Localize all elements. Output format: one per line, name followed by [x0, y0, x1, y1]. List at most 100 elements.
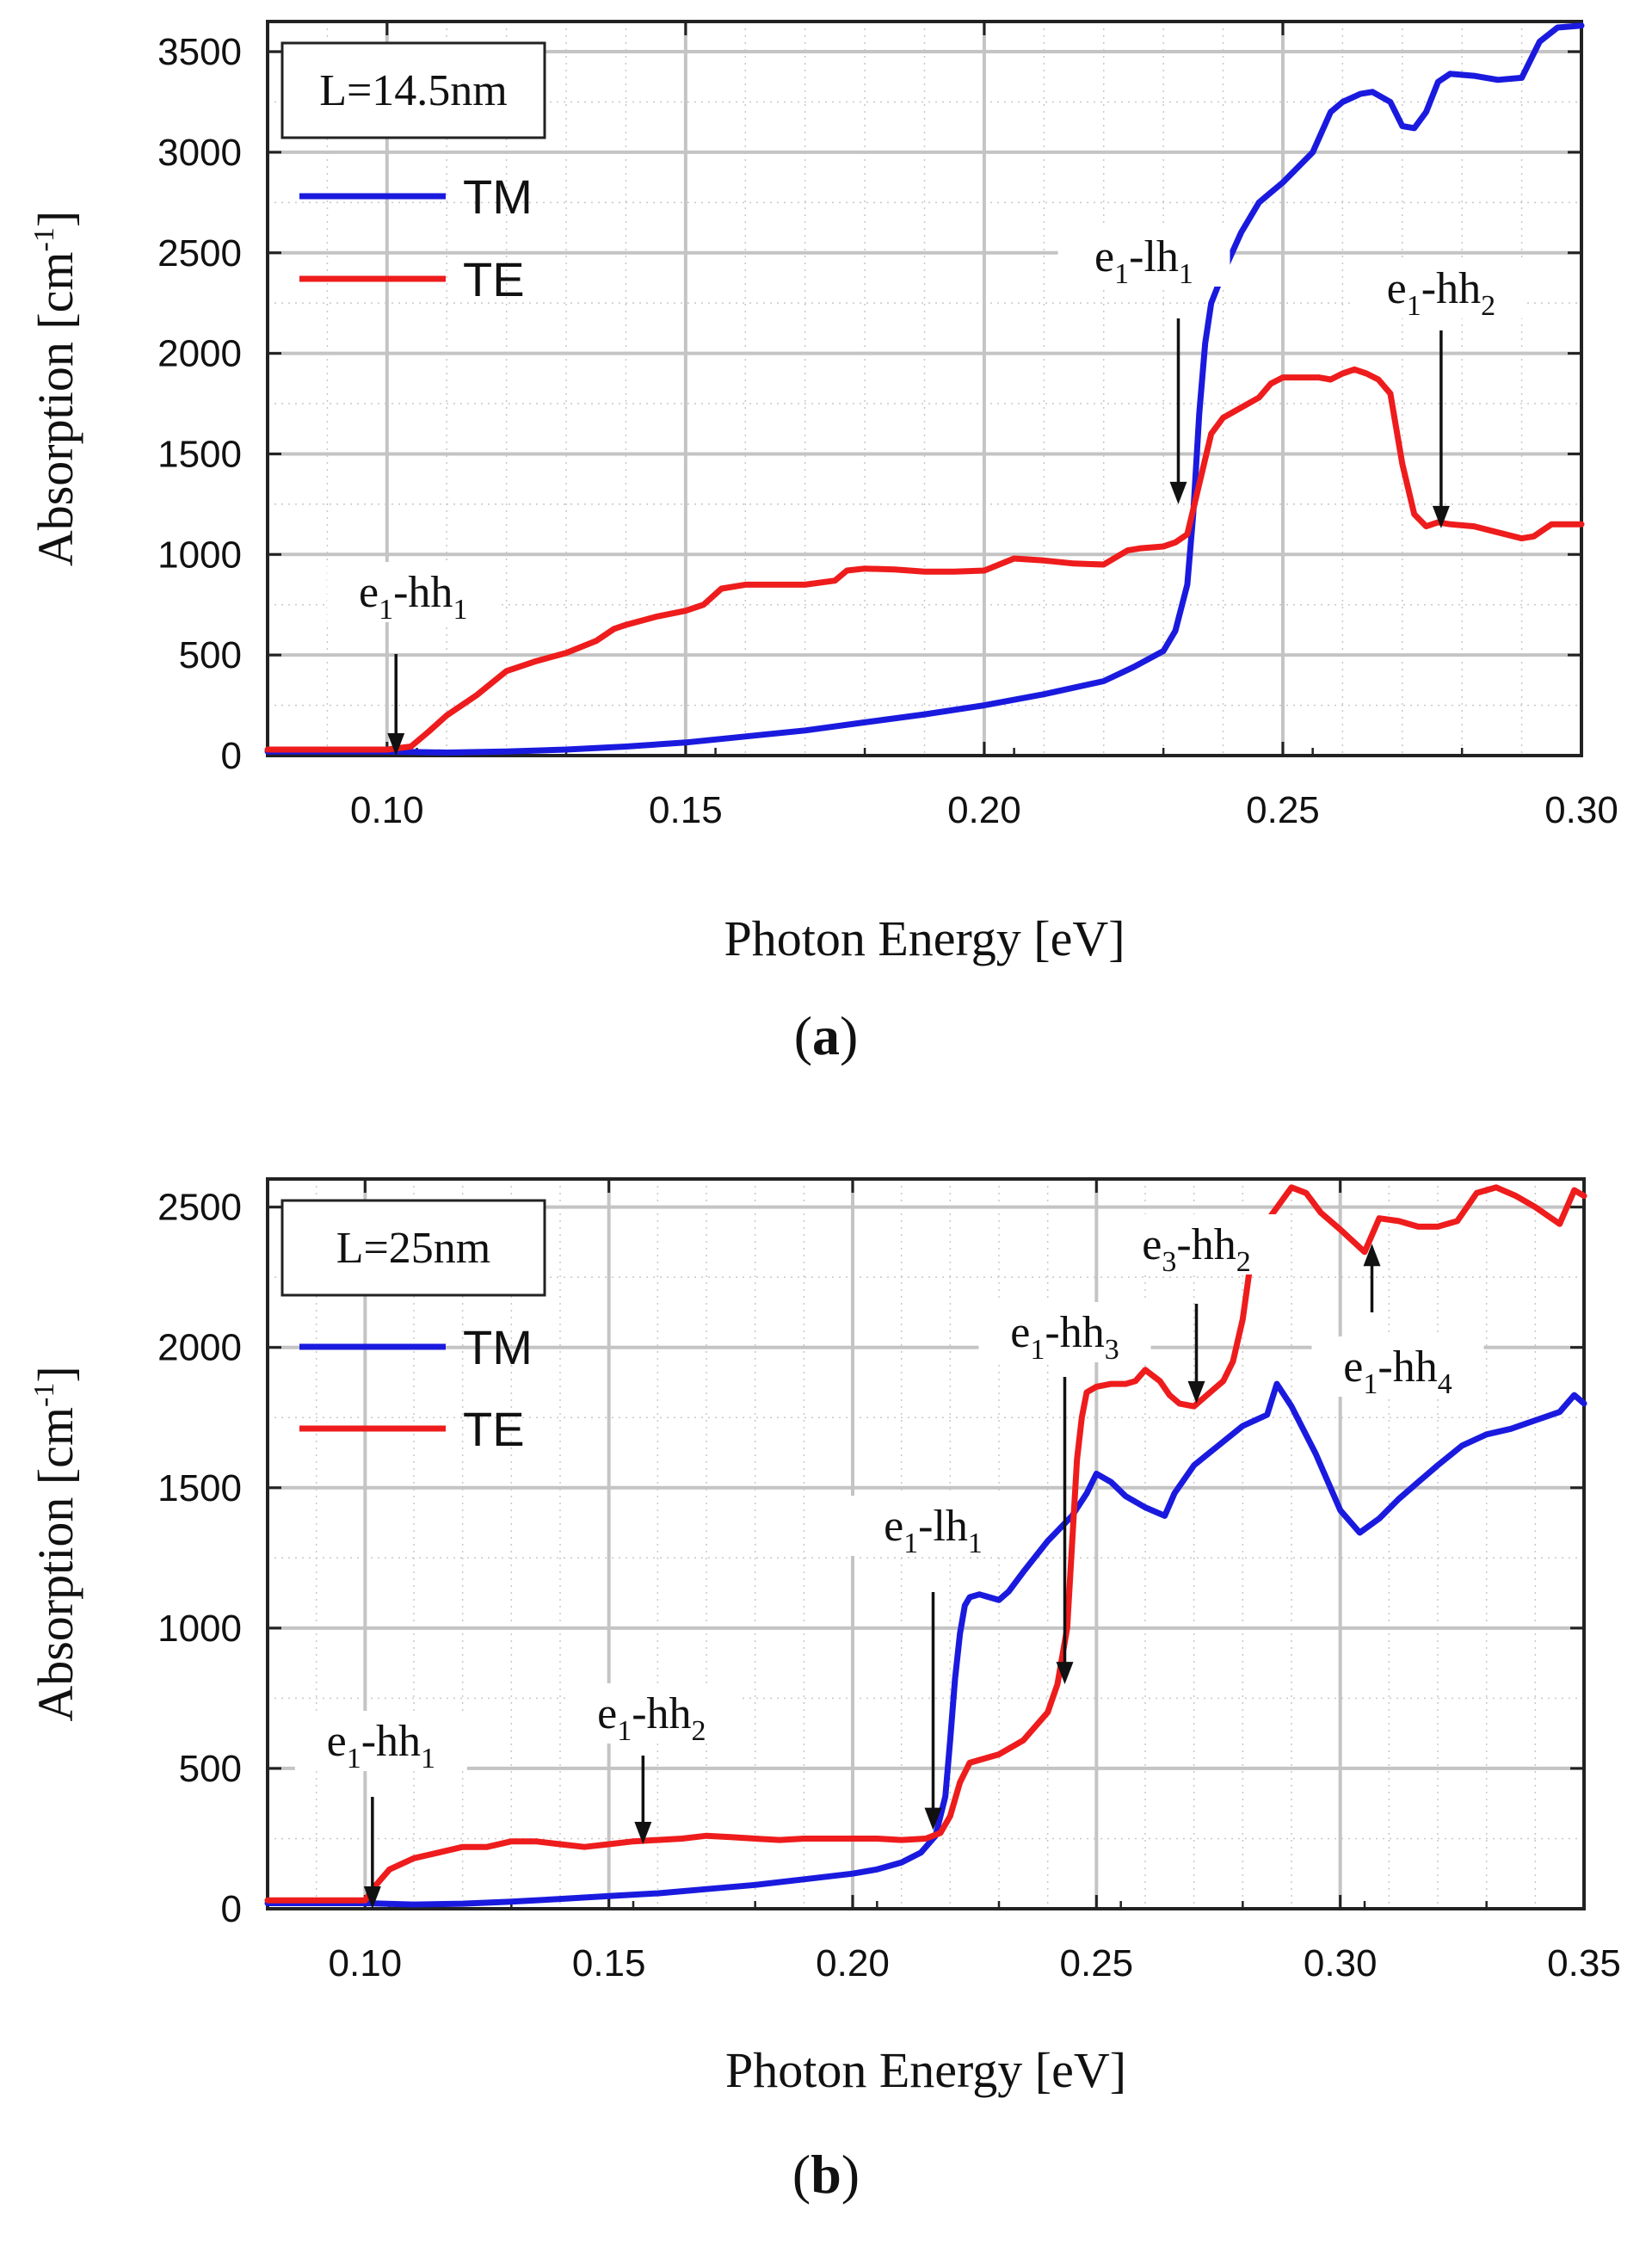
y-axis-label-close: ]	[28, 1366, 83, 1382]
annotation-sub2: 4	[1438, 1368, 1452, 1400]
annotation-letter: e	[1387, 264, 1407, 313]
y-axis-label-main: Absorption [cm	[28, 1407, 83, 1722]
annotation-label: e1-hh2	[597, 1689, 706, 1747]
legend-label-te: TE	[463, 252, 525, 306]
series-line-tm	[264, 22, 1585, 756]
transition-annotation: e1-lh1	[1057, 226, 1230, 504]
arrow-down-icon	[1056, 1662, 1074, 1685]
x-tick-label: 0.10	[329, 1942, 403, 1984]
x-tick-label: 0.15	[572, 1942, 646, 1984]
annotation-label-bg	[565, 1683, 738, 1744]
legend-label-tm: TM	[463, 170, 533, 224]
annotation-mid: -hh	[1045, 1308, 1104, 1357]
annotation-mid: -hh	[1176, 1220, 1236, 1269]
series-line-te	[264, 366, 1585, 753]
y-tick-label: 3000	[157, 132, 242, 174]
annotation-label: e1-lh1	[1094, 232, 1193, 290]
annotation-mid: -hh	[1421, 264, 1481, 313]
y-tick-label: 0	[221, 1888, 242, 1930]
arrow-down-icon	[1169, 481, 1187, 504]
legend: TM TE	[299, 170, 533, 306]
panel-label-letter: b	[811, 2144, 841, 2205]
annotation-sub1: 1	[347, 1743, 361, 1774]
y-tick-label: 2000	[157, 333, 242, 375]
arrow-down-icon	[1187, 1380, 1205, 1404]
y-axis-label: Absorption [cm-1]	[28, 211, 83, 566]
transition-annotation: e1-lh1	[847, 1496, 1020, 1830]
annotation-mid: -hh	[1378, 1342, 1437, 1392]
annotation-label-bg	[847, 1496, 1020, 1556]
annotation-sub1: 3	[1162, 1246, 1176, 1278]
arrow-down-icon	[924, 1807, 942, 1830]
x-tick-label: 0.20	[816, 1942, 890, 1984]
y-tick-label: 2000	[157, 1327, 242, 1369]
y-tick-label: 1000	[157, 534, 242, 576]
annotation-label: e1-lh1	[884, 1502, 983, 1559]
y-tick-label: 2500	[157, 1187, 242, 1229]
annotation-letter: e	[1094, 232, 1114, 281]
y-axis-label: Absorption [cm-1]	[28, 1366, 83, 1721]
annotation-letter: e	[327, 1717, 347, 1766]
annotation-sub2: 2	[692, 1715, 706, 1747]
chart-panel-a: 0.10 0.15 0.20 0.25 0.30 0 500 1000 1500 2000 2500…	[28, 20, 1618, 1066]
y-tick-label: 2500	[157, 232, 242, 275]
annotation-sub1: 1	[1407, 290, 1421, 322]
plot-frame	[266, 1177, 1586, 1910]
annotation-mid: -hh	[361, 1717, 421, 1766]
annotation-mid: -lh	[918, 1502, 968, 1551]
y-tick-label: 3500	[157, 31, 242, 73]
transition-annotation: e1-hh4	[1311, 1244, 1484, 1400]
annotation-letter: e	[1010, 1308, 1030, 1357]
box-label: L=25nm	[336, 1224, 491, 1273]
transition-annotation: e1-hh1	[294, 1711, 467, 1909]
panel-label: (a)	[794, 1005, 859, 1066]
annotation-label-bg	[327, 562, 500, 622]
x-tick-label: 0.30	[1544, 789, 1618, 831]
box-label: L=14.5nm	[319, 66, 508, 115]
panel-label-open: (	[792, 2144, 811, 2205]
x-tick-label: 0.30	[1304, 1942, 1378, 1984]
annotation-sub2: 1	[1179, 258, 1193, 290]
annotation-letter: e	[884, 1502, 903, 1551]
legend-label-tm: TM	[463, 1320, 533, 1374]
chart-panel-b: 0.10 0.15 0.20 0.25 0.30 0.35 0 500 1000 1500 2000…	[28, 1177, 1621, 2205]
x-axis-label: Photon Energy [eV]	[724, 910, 1125, 966]
annotation-label: e1-hh4	[1343, 1342, 1452, 1400]
panel-label-close: )	[840, 1005, 858, 1066]
annotation-mid: -lh	[1129, 232, 1179, 281]
y-axis-label-close: ]	[28, 211, 83, 227]
arrow-down-icon	[387, 733, 405, 756]
annotation-sub2: 2	[1236, 1246, 1251, 1278]
arrow-down-icon	[363, 1886, 381, 1909]
annotation-label: e3-hh2	[1142, 1220, 1250, 1278]
x-tick-label: 0.15	[649, 789, 723, 831]
annotation-label: e1-hh1	[327, 1717, 435, 1774]
y-axis-label-sup: -1	[28, 227, 60, 251]
transition-annotation: e1-hh1	[327, 562, 500, 756]
annotation-label-bg	[1057, 226, 1230, 287]
y-axis-label-sup: -1	[28, 1383, 60, 1407]
panel-label-open: (	[794, 1005, 812, 1066]
annotation-sub2: 2	[1481, 290, 1495, 322]
plot-frame	[266, 20, 1583, 757]
y-tick-label: 1500	[157, 1467, 242, 1509]
annotation-label-bg	[1110, 1214, 1283, 1275]
transition-annotation: e3-hh2	[1110, 1214, 1283, 1404]
annotation-letter: e	[1142, 1220, 1162, 1269]
annotation-sub2: 3	[1105, 1334, 1119, 1366]
x-tick-label: 0.10	[350, 789, 424, 831]
legend-label-te: TE	[463, 1402, 525, 1456]
x-tick-label: 0.25	[1246, 789, 1320, 831]
annotation-sub2: 1	[421, 1743, 435, 1774]
annotation-label-bg	[294, 1711, 467, 1771]
x-tick-label: 0.35	[1547, 1942, 1621, 1984]
x-tick-label: 0.25	[1060, 1942, 1134, 1984]
box-label-frame	[280, 1199, 546, 1297]
y-tick-label: 500	[179, 1748, 242, 1790]
annotation-label: e1-hh2	[1387, 264, 1495, 322]
annotation-sub1: 1	[1030, 1334, 1045, 1366]
panel-label-close: )	[841, 2144, 860, 2205]
annotation-mid: -hh	[632, 1689, 691, 1738]
annotation-mid: -hh	[393, 568, 453, 617]
